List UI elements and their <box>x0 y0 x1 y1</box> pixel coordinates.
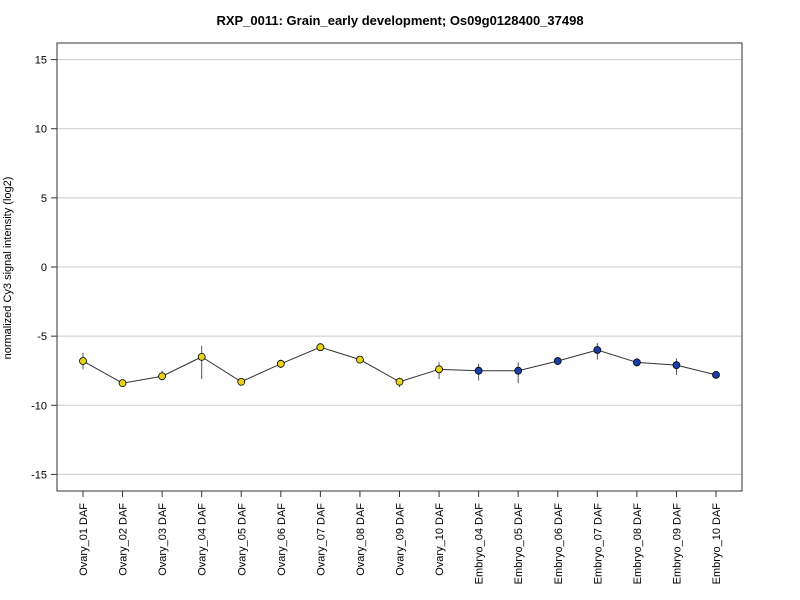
data-point <box>632 358 641 367</box>
x-tick-label: Embryo_06 DAF <box>553 503 565 585</box>
data-point <box>237 377 246 386</box>
y-tick-label: 10 <box>35 124 47 136</box>
data-point <box>276 359 285 368</box>
x-tick-label: Ovary_04 DAF <box>197 503 209 576</box>
x-tick-label: Ovary_09 DAF <box>395 503 407 576</box>
data-point <box>593 346 602 354</box>
data-point <box>553 357 562 365</box>
x-tick-label: Ovary_10 DAF <box>434 503 446 576</box>
x-tick-label: Ovary_02 DAF <box>118 503 130 576</box>
y-tick-label: -5 <box>37 331 47 343</box>
y-tick-label: -10 <box>31 400 47 412</box>
data-point <box>158 372 167 381</box>
x-tick-label: Ovary_08 DAF <box>355 503 367 576</box>
data-point <box>514 366 523 375</box>
data-point <box>356 355 364 364</box>
y-tick-label: 15 <box>35 55 47 67</box>
y-tick-label: 0 <box>41 262 47 274</box>
x-tick-label: Ovary_07 DAF <box>315 503 327 576</box>
x-tick-label: Embryo_09 DAF <box>671 503 683 585</box>
x-tick-label: Embryo_04 DAF <box>474 503 486 585</box>
data-point <box>474 366 483 375</box>
data-point <box>395 377 404 386</box>
x-tick-label: Embryo_10 DAF <box>711 503 723 585</box>
x-tick-label: Embryo_08 DAF <box>632 503 644 585</box>
data-point <box>197 352 206 361</box>
data-point <box>79 357 87 365</box>
x-tick-label: Embryo_05 DAF <box>513 503 525 585</box>
x-tick-label: Ovary_01 DAF <box>78 503 90 576</box>
y-tick-label: -15 <box>31 469 47 481</box>
data-point <box>672 361 681 370</box>
x-tick-label: Embryo_07 DAF <box>592 503 604 585</box>
x-tick-label: Ovary_05 DAF <box>236 503 248 576</box>
data-point <box>712 370 720 379</box>
x-tick-label: Ovary_06 DAF <box>276 503 288 576</box>
chart-title: RXP_0011: Grain_early development; Os09g… <box>216 13 584 28</box>
y-tick-label: 5 <box>41 193 47 205</box>
data-point <box>118 379 127 388</box>
data-point <box>316 343 325 352</box>
data-point <box>435 365 443 374</box>
x-tick-label: Ovary_03 DAF <box>157 503 169 576</box>
